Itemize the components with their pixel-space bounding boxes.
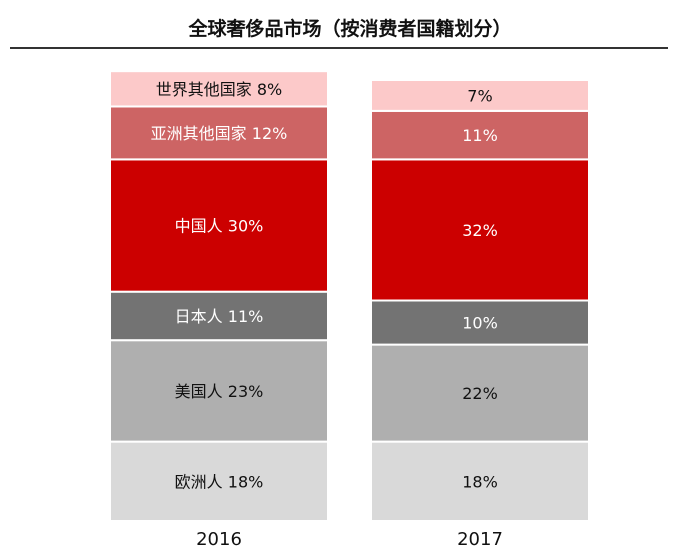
bar-segment	[370, 79, 590, 112]
data-label: 美国人 23%	[175, 382, 264, 401]
data-label: 10%	[462, 314, 498, 333]
data-label: 世界其他国家 8%	[156, 80, 282, 99]
bar-segment	[109, 158, 329, 293]
bar-segment	[370, 109, 590, 161]
data-label: 11%	[462, 126, 498, 145]
bar-segment	[109, 440, 329, 522]
bar-segment	[109, 105, 329, 161]
data-label: 欧洲人 18%	[175, 472, 264, 491]
bar-segment	[370, 299, 590, 346]
data-label: 22%	[462, 384, 498, 403]
bar-segment	[370, 343, 590, 443]
bar-segment	[109, 70, 329, 108]
x-tick-label: 2017	[457, 529, 503, 550]
data-label: 7%	[467, 86, 492, 105]
data-label: 中国人 30%	[175, 217, 264, 236]
data-label: 亚洲其他国家 12%	[151, 124, 288, 143]
title-divider	[10, 47, 668, 49]
bar-segment	[370, 440, 590, 522]
data-label: 日本人 11%	[175, 307, 264, 326]
bar-segment	[109, 290, 329, 342]
data-label: 18%	[462, 472, 498, 491]
chart-title: 全球奢侈品市场（按消费者国籍划分）	[188, 18, 512, 40]
data-label: 32%	[462, 221, 498, 240]
x-tick-label: 2016	[196, 529, 242, 550]
